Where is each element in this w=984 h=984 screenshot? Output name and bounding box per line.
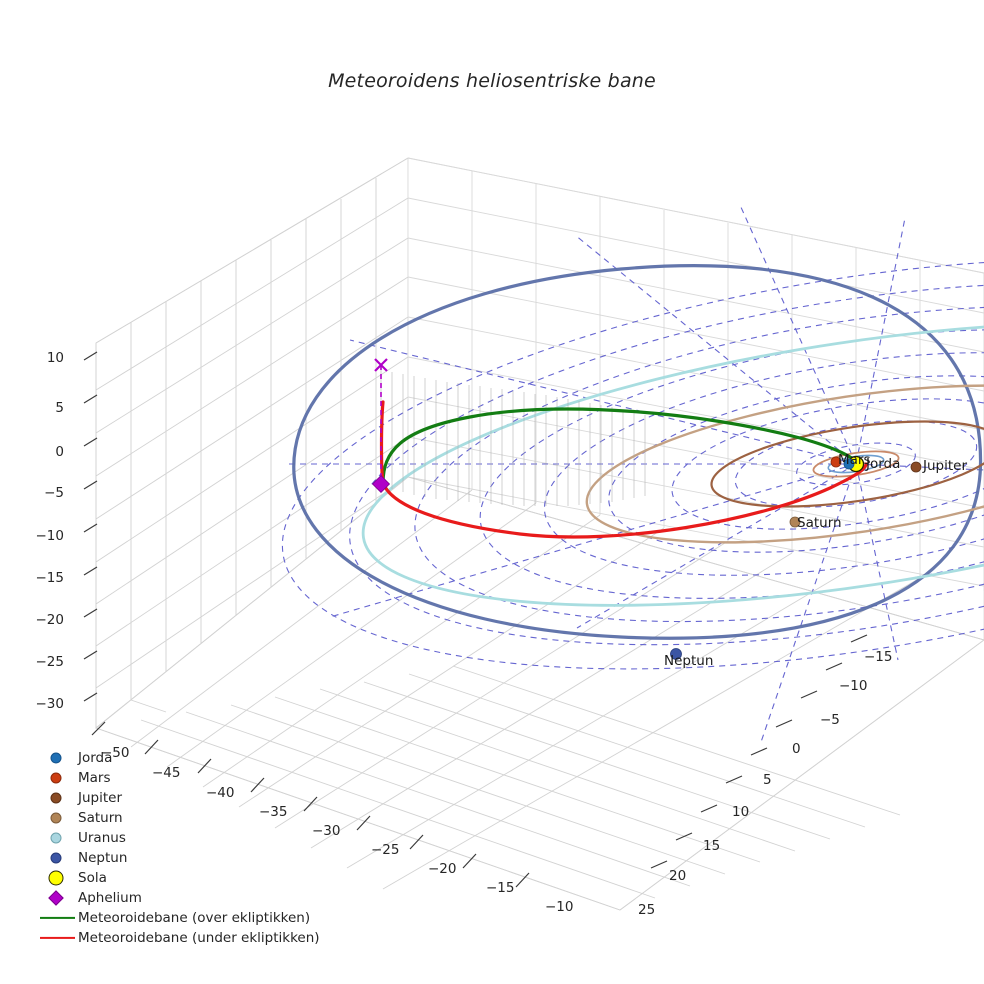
annotation-neptun: Neptun [664,653,714,669]
legend-label: Meteoroidebane (under ekliptikken) [78,930,320,946]
x-tick: −40 [206,785,235,801]
x-tick: −15 [486,880,515,896]
marker-jupiter [910,461,922,473]
z-tick: −15 [35,570,65,586]
legend-label: Meteoroidebane (over ekliptikken) [78,910,311,926]
legend-item-saturn[interactable]: Saturn [34,808,324,828]
meteoroid-orbit-below [381,462,868,539]
pane-floor [95,476,984,911]
planet-markers [670,455,922,660]
sun-marker-icon [34,868,78,888]
legend-label: Saturn [78,810,123,826]
z-tick: −30 [35,696,65,712]
circle-marker-icon [34,848,78,868]
legend-label: Sola [78,870,107,886]
circle-marker-icon [34,828,78,848]
orbit-uranus [361,321,984,607]
x-tick: −20 [428,861,457,877]
annotation-jorda: Jorda [866,456,901,472]
legend-item-aphelium[interactable]: Aphelium [34,888,324,908]
annotation-saturn: Saturn [797,515,842,531]
x-tick: −25 [371,842,400,858]
z-tick: 0 [55,444,64,460]
x-tick: −45 [152,765,181,781]
legend-item-sola[interactable]: Sola [34,868,324,888]
meteoroid-orbit-above [381,407,862,485]
aphelion-diamond-icon [371,474,391,494]
x-tick: −30 [312,823,341,839]
z-tick: −10 [35,528,65,544]
legend-item-uranus[interactable]: Uranus [34,828,324,848]
circle-marker-icon [34,788,78,808]
axis-ticks [83,351,868,888]
marker-neptun [670,648,682,660]
annotation-jupiter: Jupiter [923,458,968,474]
diamond-marker-icon [34,888,78,908]
legend-label: Jupiter [78,790,123,806]
z-tick: 5 [55,400,64,416]
orbit-jupiter [710,420,984,508]
legend-label: Uranus [78,830,126,846]
page-title: Meteoroidens heliosentriske bane [328,70,656,92]
y-tick: 15 [703,838,721,854]
circle-marker-icon [34,748,78,768]
legend-item-mars[interactable]: Mars [34,768,324,788]
y-tick: −10 [839,678,868,694]
legend-item-jorda[interactable]: Jorda [34,748,324,768]
y-tick: −15 [864,649,893,665]
line-swatch-icon [34,908,78,928]
marker-jorda [843,458,855,470]
y-tick: 25 [638,902,656,918]
y-tick: 5 [763,772,772,788]
legend-label: Aphelium [78,890,142,906]
line-swatch-icon [34,928,78,948]
z-tick: −20 [35,612,65,628]
legend-item-meteoroid-below[interactable]: Meteoroidebane (under ekliptikken) [34,928,324,948]
circle-marker-icon [34,768,78,788]
z-tick: −25 [35,654,65,670]
legend-label: Jorda [78,750,113,766]
legend-item-jupiter[interactable]: Jupiter [34,788,324,808]
y-tick: 0 [792,741,801,757]
aphelion-group [371,358,391,494]
annotation-mars: Mars [838,452,871,468]
y-tick: 20 [669,868,687,884]
legend-label: Neptun [78,850,128,866]
y-tick: −5 [820,712,840,728]
x-tick: −50 [101,745,130,761]
orbit-saturn [585,384,984,544]
marker-saturn [789,516,801,528]
x-tick: −35 [259,804,288,820]
z-tick: −5 [44,485,64,501]
y-tick: 10 [732,804,750,820]
marker-mars [830,456,842,468]
x-tick: −10 [545,899,574,915]
axes-3d-box [83,157,984,911]
legend: Jorda Mars Jupiter Saturn Uranus [34,748,324,948]
z-tick: 10 [46,350,64,366]
aphelion-cross-icon [374,358,388,372]
orbit-neptun [292,264,983,640]
legend-item-meteoroid-above[interactable]: Meteoroidebane (over ekliptikken) [34,908,324,928]
circle-marker-icon [34,808,78,828]
legend-label: Mars [78,770,111,786]
legend-item-neptun[interactable]: Neptun [34,848,324,868]
